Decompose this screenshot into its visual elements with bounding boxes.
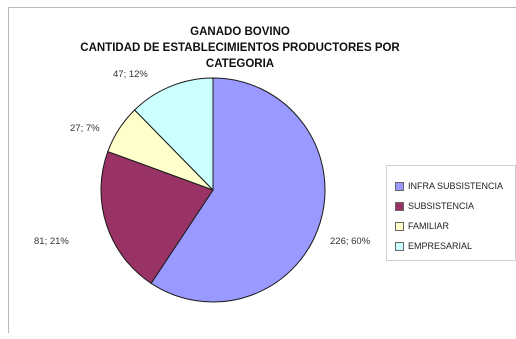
pie-slice-subsistencia — [100, 150, 214, 285]
pie-slice-infra-subsistencia — [150, 77, 326, 303]
pie-slice-empresarial — [133, 77, 214, 192]
legend-label: EMPRESARIAL — [408, 241, 473, 251]
legend-item-subsistencia: SUBSISTENCIA — [395, 196, 515, 216]
legend-swatch — [395, 201, 404, 211]
data-label-infra-subsistencia: 226; 60% — [330, 236, 371, 247]
legend-label: SUBSISTENCIA — [408, 201, 475, 211]
legend-swatch — [395, 241, 404, 251]
chart-title-line-2: CANTIDAD DE ESTABLECIMIENTOS PRODUCTORES… — [80, 42, 400, 54]
chart-legend: INFRA SUBSISTENCIA SUBSISTENCIA FAMILIAR… — [386, 165, 516, 261]
frame-border-top — [8, 7, 516, 8]
legend-swatch — [395, 221, 404, 231]
legend-label: INFRA SUBSISTENCIA — [408, 181, 504, 191]
legend-swatch — [395, 181, 404, 191]
chart-title-line-1: GANADO BOVINO — [190, 26, 290, 38]
legend-label: FAMILIAR — [408, 221, 450, 231]
data-label-familiar: 27; 7% — [70, 123, 100, 134]
frame-border-left — [8, 7, 9, 333]
legend-item-familiar: FAMILIAR — [395, 216, 515, 236]
chart-title: GANADO BOVINO CANTIDAD DE ESTABLECIMIENT… — [40, 24, 440, 72]
data-label-subsistencia: 81; 21% — [34, 236, 69, 247]
data-label-empresarial: 47; 12% — [113, 69, 148, 80]
legend-item-empresarial: EMPRESARIAL — [395, 236, 515, 256]
legend-item-infra-subsistencia: INFRA SUBSISTENCIA — [395, 176, 515, 196]
chart-title-line-3: CATEGORIA — [205, 58, 275, 70]
